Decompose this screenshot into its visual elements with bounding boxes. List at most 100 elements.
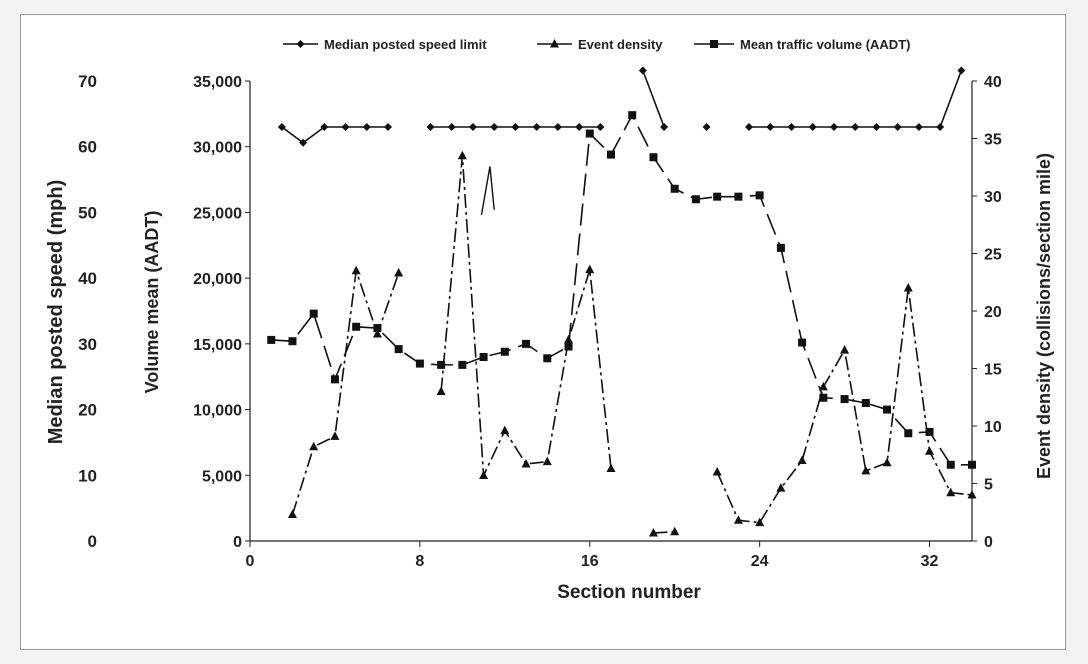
data-point [893, 123, 902, 131]
x-tick-label: 24 [751, 553, 769, 570]
data-point [808, 123, 817, 131]
data-point [670, 526, 680, 536]
series-line [716, 287, 973, 524]
data-point [468, 123, 477, 131]
data-point [712, 467, 722, 476]
speed-axis-title: Median posted speed (mph) [45, 180, 67, 444]
data-point [818, 381, 828, 391]
data-point [797, 455, 807, 464]
series-line [291, 269, 400, 515]
data-point [585, 129, 594, 138]
data-point [734, 192, 743, 201]
data-point [840, 395, 849, 404]
volume-tick-label: 35,000 [193, 74, 242, 91]
data-point [733, 515, 743, 524]
data-point [925, 446, 935, 455]
data-point [798, 338, 807, 347]
data-point [415, 359, 424, 368]
data-point [299, 138, 308, 147]
density-tick-label: 40 [984, 74, 1002, 91]
data-point [872, 123, 881, 131]
data-point [819, 393, 828, 402]
legend-marker [710, 40, 718, 48]
data-point [500, 425, 510, 435]
data-point [638, 66, 647, 75]
data-point [511, 123, 520, 131]
data-point [394, 268, 404, 277]
data-point [479, 470, 489, 479]
density-tick-label: 5 [984, 477, 993, 494]
volume-tick-label: 25,000 [193, 205, 242, 222]
data-point [925, 427, 934, 436]
data-point [575, 123, 584, 131]
x-tick-label: 8 [415, 553, 424, 570]
x-axis-title: Section number [557, 582, 701, 603]
data-point [309, 441, 319, 451]
data-point [564, 342, 573, 351]
legend-item: Event density [537, 37, 663, 52]
data-point [341, 123, 350, 131]
data-point [957, 66, 966, 75]
data-point [967, 490, 977, 499]
data-point [787, 123, 796, 131]
data-point [745, 123, 754, 131]
x-tick-label: 32 [921, 553, 939, 570]
data-point [457, 150, 467, 160]
data-point [500, 347, 509, 356]
series-line [749, 70, 963, 128]
series-line [281, 126, 389, 144]
density-tick-label: 35 [984, 132, 1002, 149]
data-point [648, 527, 658, 537]
density-tick-label: 15 [984, 362, 1002, 379]
data-point [596, 123, 605, 131]
data-point [351, 265, 361, 275]
data-point [829, 123, 838, 131]
legend-label: Mean traffic volume (AADT) [740, 37, 910, 52]
density-tick-label: 25 [984, 247, 1002, 264]
data-point [532, 123, 541, 131]
volume-tick-label: 10,000 [193, 403, 242, 420]
data-point [903, 283, 913, 292]
density-tick-label: 10 [984, 419, 1002, 436]
legend: Median posted speed limit Event density Me… [283, 37, 910, 52]
data-point [394, 345, 403, 354]
x-tick-label: 0 [246, 553, 255, 570]
speed-tick-label: 40 [78, 269, 97, 288]
speed-tick-label: 0 [88, 532, 97, 551]
data-point [330, 431, 340, 440]
series-line [642, 70, 665, 128]
data-point [553, 123, 562, 131]
data-point [437, 360, 446, 369]
data-point [628, 111, 637, 120]
data-point [607, 150, 615, 159]
data-point [330, 375, 339, 384]
volume-tick-label: 0 [233, 534, 242, 551]
legend-marker [296, 40, 305, 48]
data-point [372, 329, 382, 338]
data-point [320, 123, 329, 131]
data-point [914, 123, 923, 131]
data-point [882, 457, 892, 467]
legend-marker [550, 39, 559, 48]
series-line [440, 154, 612, 477]
data-point [522, 339, 531, 348]
data-point [904, 429, 913, 438]
data-point [447, 123, 456, 131]
data-point [670, 184, 679, 193]
speed-tick-label: 10 [78, 466, 97, 485]
chart-frame [20, 14, 1066, 650]
data-point [660, 123, 669, 131]
series-1 [287, 150, 977, 537]
legend-item: Median posted speed limit [283, 37, 487, 52]
data-point [883, 405, 892, 414]
data-point [458, 360, 467, 369]
data-point [384, 123, 393, 131]
data-point [946, 487, 956, 497]
axis-labels: 0 5,000 10,000 15,000 20,000 25,000 30,000 35,0… [45, 72, 1054, 603]
data-point [542, 456, 552, 466]
series-line [653, 531, 675, 534]
series-2 [267, 111, 976, 469]
data-point [277, 123, 286, 131]
data-point [840, 345, 850, 354]
speed-tick-label: 20 [78, 401, 97, 420]
